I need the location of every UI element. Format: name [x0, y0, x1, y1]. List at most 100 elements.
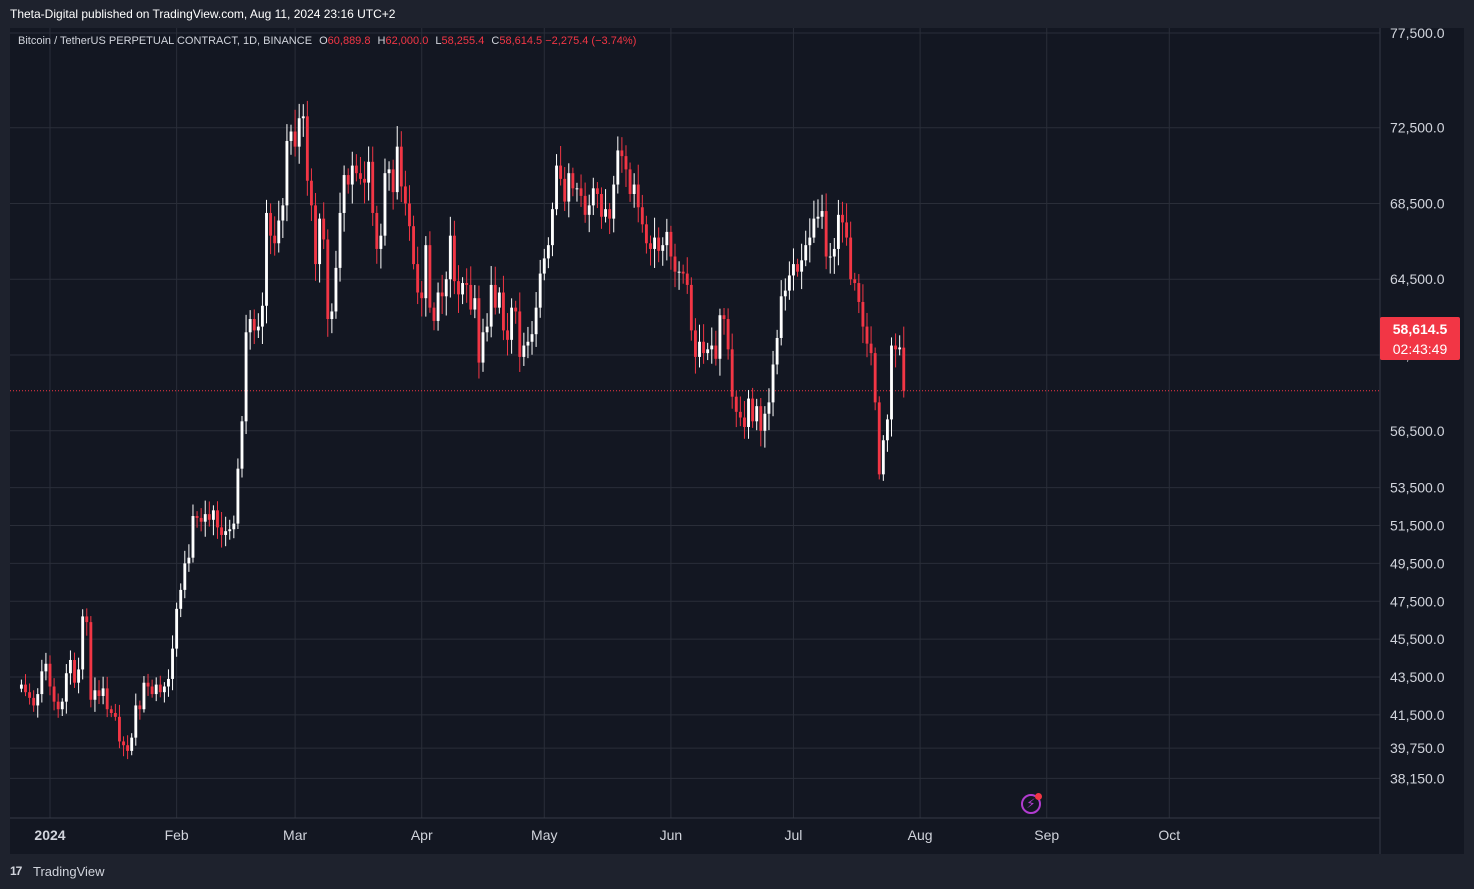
candle-body: [628, 169, 632, 195]
candle-body: [44, 663, 48, 672]
candle-body: [510, 307, 514, 340]
candle: [36, 688, 40, 718]
candle-body: [350, 165, 354, 185]
candle: [64, 664, 68, 714]
candle-body: [881, 440, 885, 475]
candle: [792, 248, 795, 291]
candle-body: [595, 188, 599, 195]
candle: [894, 333, 898, 368]
candle-body: [403, 186, 407, 204]
candle: [849, 221, 853, 286]
candle: [73, 652, 76, 688]
candle: [326, 229, 330, 337]
candle: [890, 337, 893, 437]
candle: [542, 248, 546, 281]
candle: [796, 258, 799, 277]
candle-body: [583, 195, 587, 215]
candle: [383, 158, 387, 246]
candle-body: [338, 212, 342, 268]
candle-body: [473, 298, 477, 310]
candle-body: [669, 231, 673, 257]
candle: [113, 703, 117, 721]
brand-name[interactable]: TradingView: [33, 864, 105, 879]
candle: [252, 309, 256, 345]
candle-body: [730, 349, 734, 397]
candle: [207, 501, 211, 527]
candle-body: [869, 343, 873, 354]
candle: [342, 165, 346, 232]
chart-area[interactable]: 77,500.072,500.068,500.064,500.060,500.0…: [10, 28, 1464, 854]
candle-body: [816, 216, 820, 219]
candle-body: [265, 212, 268, 306]
lightning-bolt-icon[interactable]: ⚡: [1021, 793, 1042, 814]
candle-body: [52, 686, 56, 702]
candle: [881, 435, 885, 481]
candle-body: [653, 237, 657, 249]
candle-body: [845, 222, 848, 238]
candle-body: [387, 169, 391, 174]
candle: [506, 313, 509, 356]
candle: [179, 583, 183, 618]
candle: [702, 324, 706, 364]
candle: [853, 272, 857, 291]
candle: [493, 266, 497, 315]
publisher-header: Theta-Digital published on TradingView.c…: [0, 0, 1474, 28]
candle-body: [587, 205, 591, 215]
candle-body: [604, 209, 607, 217]
candle: [40, 659, 44, 703]
candle: [551, 202, 554, 257]
candle-body: [518, 311, 522, 357]
candle: [399, 131, 403, 203]
candle-body: [706, 349, 710, 354]
candle-body: [89, 622, 93, 700]
candle-body: [644, 224, 648, 244]
candle-body: [224, 531, 228, 535]
candle: [109, 705, 113, 718]
x-tick-label: May: [531, 827, 557, 843]
candlestick-chart[interactable]: 77,500.072,500.068,500.064,500.060,500.0…: [10, 28, 1464, 854]
tradingview-logo-icon[interactable]: 17: [10, 864, 22, 878]
candle-body: [301, 116, 305, 119]
candle: [350, 151, 354, 204]
candle-body: [649, 243, 652, 249]
candle: [555, 154, 558, 216]
candle: [428, 231, 432, 313]
candle: [653, 217, 657, 268]
x-tick-label: 2024: [34, 827, 65, 843]
candle: [473, 285, 477, 319]
x-tick-label: Mar: [283, 827, 307, 843]
candle: [624, 145, 628, 187]
candle-body: [228, 529, 232, 532]
candle: [608, 202, 612, 235]
candle: [162, 682, 166, 703]
candle-body: [81, 616, 85, 670]
candle: [583, 182, 587, 223]
x-tick-label: Feb: [165, 827, 189, 843]
candle-body: [56, 701, 60, 710]
candle-body: [751, 398, 755, 422]
candle-body: [334, 267, 338, 312]
candle: [465, 268, 469, 303]
candle-body: [898, 347, 902, 350]
candle: [101, 676, 105, 705]
candle-body: [824, 211, 828, 257]
candle-body: [849, 237, 853, 280]
candle: [600, 187, 603, 229]
candle: [301, 104, 305, 137]
candle: [477, 285, 481, 379]
candle: [534, 292, 538, 347]
candle: [85, 608, 89, 636]
candle: [297, 103, 301, 164]
candle: [24, 674, 27, 697]
candle-body: [771, 364, 775, 403]
candle-body: [428, 245, 432, 308]
candle: [248, 310, 252, 350]
candle-body: [252, 319, 256, 331]
candle-body: [783, 290, 787, 297]
candle-body: [207, 514, 211, 520]
candle-body: [567, 173, 571, 202]
candle: [559, 145, 563, 186]
candle-body: [571, 173, 575, 189]
candle: [265, 199, 268, 324]
candle: [779, 280, 783, 346]
